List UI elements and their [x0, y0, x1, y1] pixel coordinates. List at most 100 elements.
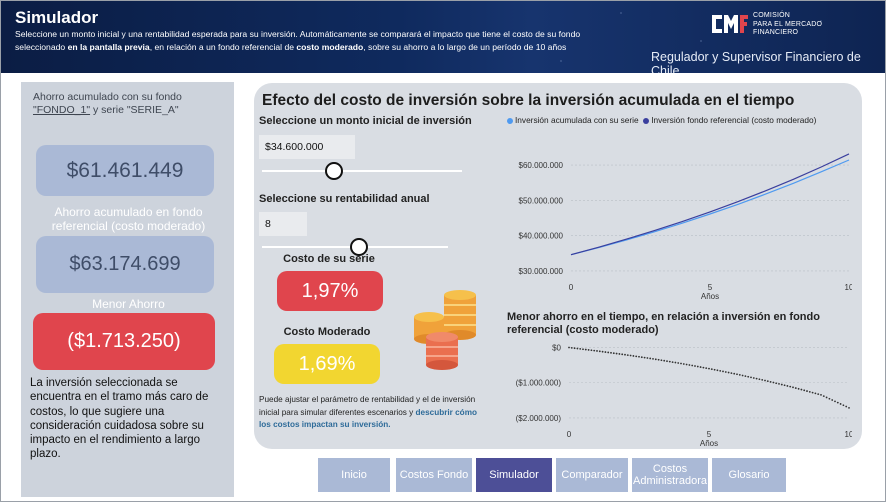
cost-assessment-note: La inversión seleccionada se encuentra e… [30, 377, 209, 461]
series-point [747, 375, 750, 378]
own-savings-value: $61.461.449 [36, 145, 214, 196]
lower-savings-chart-title: Menor ahorro en el tiempo, en relación a… [507, 311, 820, 336]
series-point [716, 369, 719, 372]
ref-savings-value: $63.174.699 [36, 236, 214, 293]
legend-item-own: Inversión acumulada con su serie [507, 115, 639, 125]
series-point [640, 356, 643, 359]
series-point [820, 393, 822, 396]
series-point [811, 391, 814, 394]
series-point [778, 383, 780, 385]
y-tick-label: $0 [552, 344, 561, 353]
accumulated-investment-chart: $30.000.000 $40.000.000 $50.000.000 $60.000… [519, 153, 852, 301]
x-axis-label: Años [701, 292, 719, 301]
series-point [646, 357, 649, 359]
series-point [839, 403, 842, 405]
series-point [792, 386, 794, 389]
series-point [797, 387, 800, 390]
page-title: Simulador [15, 8, 99, 27]
series-point [761, 378, 764, 381]
x-tick-label: 0 [567, 430, 572, 439]
series-point [808, 390, 811, 393]
rate-slider-handle[interactable] [349, 238, 368, 256]
series-point [705, 367, 708, 370]
series-point [584, 348, 587, 351]
series-point [708, 367, 710, 370]
amount-input[interactable]: $34.600.000 [259, 135, 355, 159]
header-banner: Simulador Seleccione un monto inicial y … [1, 1, 885, 73]
series-point [722, 370, 724, 373]
series-point [666, 360, 668, 363]
series-point [825, 396, 828, 399]
simulation-note: Puede ajustar el parámetro de rentabilid… [259, 395, 477, 429]
series-point [568, 346, 570, 349]
x-tick-label: 0 [569, 283, 574, 292]
nav-inicio[interactable]: Inicio [318, 458, 390, 492]
y-tick-label: $50.000.000 [519, 196, 564, 205]
series-point [643, 356, 646, 359]
moderate-cost-value: 1,69% [274, 344, 380, 384]
series-point [677, 362, 680, 364]
series-point [668, 360, 671, 363]
series-point [769, 380, 772, 383]
series-point [744, 375, 747, 378]
series-point [570, 346, 573, 349]
nav-costos-administradora[interactable]: Costos Administradora [632, 458, 708, 492]
nav-simulador[interactable]: Simulador [476, 458, 552, 492]
series-point [741, 374, 744, 377]
series-point [780, 383, 783, 386]
nav-comparador[interactable]: Comparador [556, 458, 628, 492]
series-line-1 [570, 153, 850, 256]
series-point [803, 389, 806, 392]
series-point [775, 382, 778, 385]
series-point [596, 350, 598, 352]
series-point [817, 393, 820, 396]
coins-icon [414, 290, 476, 370]
amount-slider-handle[interactable] [325, 162, 343, 180]
nav-glosario[interactable]: Glosario [712, 458, 786, 492]
rate-input[interactable]: 8 [259, 212, 307, 236]
series-point [789, 385, 792, 388]
x-tick-label: 5 [707, 430, 712, 439]
series-point [831, 399, 834, 401]
series-point [755, 377, 758, 380]
series-point [576, 347, 579, 350]
legend-item-ref: Inversión fondo referencial (costo moder… [643, 115, 816, 125]
serie-cost-label: Costo de su serie [283, 253, 375, 265]
series-point [671, 361, 674, 363]
y-tick-label: $60.000.000 [519, 161, 564, 170]
series-point [618, 353, 621, 355]
series-point [794, 387, 797, 389]
series-point [694, 365, 696, 367]
series-point [654, 358, 657, 361]
series-point [621, 353, 624, 356]
amount-slider-track[interactable] [262, 170, 462, 172]
series-point [836, 401, 839, 404]
series-point [834, 400, 836, 403]
y-tick-label: $30.000.000 [519, 267, 564, 276]
series-point [842, 404, 845, 407]
series-point [800, 388, 803, 391]
series-point [660, 359, 663, 362]
series-point [579, 347, 582, 350]
serie-cost-value: 1,97% [277, 271, 383, 311]
series-point [814, 392, 817, 395]
nav-costos-fondo[interactable]: Costos Fondo [396, 458, 472, 492]
series-point [604, 351, 607, 353]
series-point [663, 359, 666, 362]
series-point [727, 371, 730, 374]
cmf-logo-text: COMISIÓN PARA EL MERCADO FINANCIERO [753, 12, 823, 36]
chart-legend: Inversión acumulada con su serie Inversi… [507, 115, 816, 125]
series-point [772, 381, 775, 384]
series-point [783, 384, 786, 387]
series-point [635, 355, 638, 358]
x-tick-label: 10 [845, 283, 852, 292]
series-point [719, 369, 722, 372]
legend-swatch-own [507, 117, 513, 124]
series-point [750, 376, 752, 379]
series-point [626, 354, 629, 357]
series-point [736, 373, 738, 376]
series-point [724, 371, 727, 373]
x-axis-label: Años [700, 439, 718, 447]
series-point [696, 365, 699, 368]
series-point [688, 364, 691, 366]
